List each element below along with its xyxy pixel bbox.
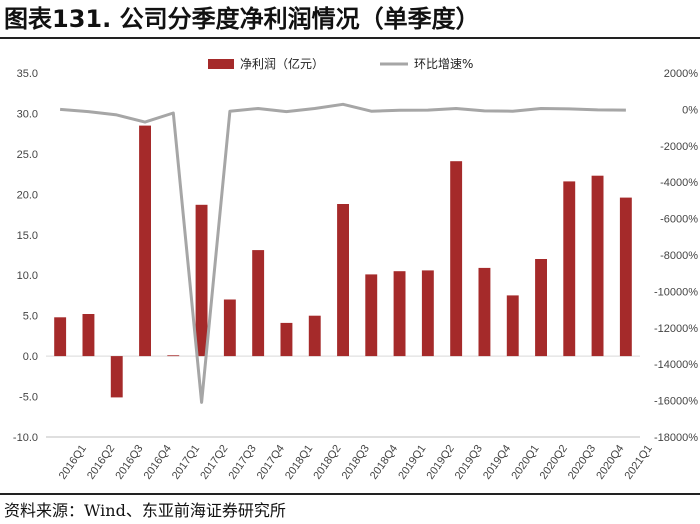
x-tick-label: 2020Q3 — [566, 443, 598, 482]
source-divider — [0, 493, 700, 495]
x-tick-label: 2020Q1 — [509, 443, 541, 482]
x-tick-label: 2017Q4 — [255, 443, 287, 482]
bar-2019Q3 — [450, 161, 463, 357]
left-tick-label: -5.0 — [19, 392, 38, 404]
bar-2019Q2 — [421, 270, 434, 357]
x-tick-label: 2018Q4 — [368, 443, 400, 482]
x-tick-label: 2017Q1 — [170, 443, 202, 482]
bar-2018Q4 — [365, 274, 378, 357]
right-tick-label: -16000% — [654, 396, 698, 408]
bar-2020Q1 — [506, 295, 519, 357]
left-tick-label: 35.0 — [17, 68, 38, 80]
bar-2017Q2 — [195, 204, 208, 357]
left-tick-label: -10.0 — [13, 432, 38, 444]
x-tick-label: 2019Q2 — [425, 443, 457, 482]
legend-swatch-bars — [208, 59, 234, 69]
x-tick-label: 2018Q3 — [340, 443, 372, 482]
left-tick-label: 15.0 — [17, 230, 38, 242]
left-tick-label: 5.0 — [23, 311, 38, 323]
right-tick-label: -4000% — [660, 177, 698, 189]
bar-2019Q4 — [478, 267, 491, 357]
legend: 净利润（亿元） 环比增速% — [208, 56, 473, 71]
right-tick-label: -2000% — [660, 141, 698, 153]
line-series — [59, 102, 626, 404]
left-tick-label: 0.0 — [23, 351, 38, 363]
x-tick-label: 2017Q3 — [227, 443, 259, 482]
left-tick-label: 25.0 — [17, 149, 38, 161]
x-tick-label: 2021Q1 — [623, 443, 655, 482]
x-tick-label: 2016Q3 — [113, 443, 145, 482]
bar-2017Q3 — [223, 299, 236, 357]
growth-line — [59, 102, 626, 404]
x-tick-label: 2018Q1 — [283, 443, 315, 482]
bar-2017Q4 — [252, 250, 265, 357]
right-tick-label: 2000% — [664, 68, 698, 80]
left-tick-label: 10.0 — [17, 270, 38, 282]
right-tick-label: 0% — [682, 104, 698, 116]
x-tick-label: 2017Q2 — [198, 443, 230, 482]
bar-series — [54, 125, 632, 398]
bar-2021Q1 — [619, 197, 632, 357]
bar-2017Q1 — [167, 355, 180, 357]
left-tick-label: 30.0 — [17, 108, 38, 120]
bar-2016Q1 — [54, 317, 67, 357]
right-tick-label: -18000% — [654, 432, 698, 444]
chart-axes — [46, 355, 640, 438]
left-tick-label: 20.0 — [17, 189, 38, 201]
right-tick-label: -14000% — [654, 359, 698, 371]
legend-label-line: 环比增速% — [414, 57, 473, 71]
x-tick-label: 2020Q4 — [594, 443, 626, 482]
bar-2016Q3 — [110, 356, 123, 398]
x-axis-ticks: 2016Q12016Q22016Q32016Q42017Q12017Q22017… — [57, 443, 655, 482]
right-tick-label: -6000% — [660, 214, 698, 226]
bar-2018Q3 — [337, 204, 349, 357]
right-tick-label: -8000% — [660, 250, 698, 262]
x-tick-label: 2020Q2 — [538, 443, 570, 482]
title-divider — [0, 37, 700, 39]
x-tick-label: 2019Q4 — [481, 443, 513, 482]
bar-2018Q2 — [308, 315, 321, 357]
x-tick-label: 2016Q1 — [57, 443, 89, 482]
bar-2019Q1 — [393, 271, 406, 357]
right-tick-label: -12000% — [654, 323, 698, 335]
bar-2016Q4 — [139, 125, 151, 357]
x-tick-label: 2016Q4 — [142, 443, 174, 482]
right-axis-ticks: -18000% -16000% -14000% -12000% -10000% -8000… — [654, 68, 698, 444]
bar-2016Q2 — [82, 314, 95, 357]
x-tick-label: 2019Q1 — [396, 443, 428, 482]
x-tick-label: 2016Q2 — [85, 443, 117, 482]
figure-title: 图表131. 公司分季度净利润情况（单季度） — [4, 5, 480, 33]
source-note: 资料来源：Wind、东亚前海证券研究所 — [4, 501, 286, 520]
bar-2020Q2 — [535, 259, 547, 357]
x-tick-label: 2018Q2 — [311, 443, 343, 482]
x-tick-label: 2019Q3 — [453, 443, 485, 482]
bar-2020Q3 — [563, 181, 576, 357]
legend-label-bars: 净利润（亿元） — [240, 56, 324, 71]
left-axis-ticks: -10.0 -5.0 0.0 5.0 10.0 15.0 20.0 25.0 30.0 35.0 — [13, 68, 38, 444]
bar-2020Q4 — [591, 175, 604, 357]
bar-2018Q1 — [280, 322, 293, 357]
right-tick-label: -10000% — [654, 286, 698, 298]
